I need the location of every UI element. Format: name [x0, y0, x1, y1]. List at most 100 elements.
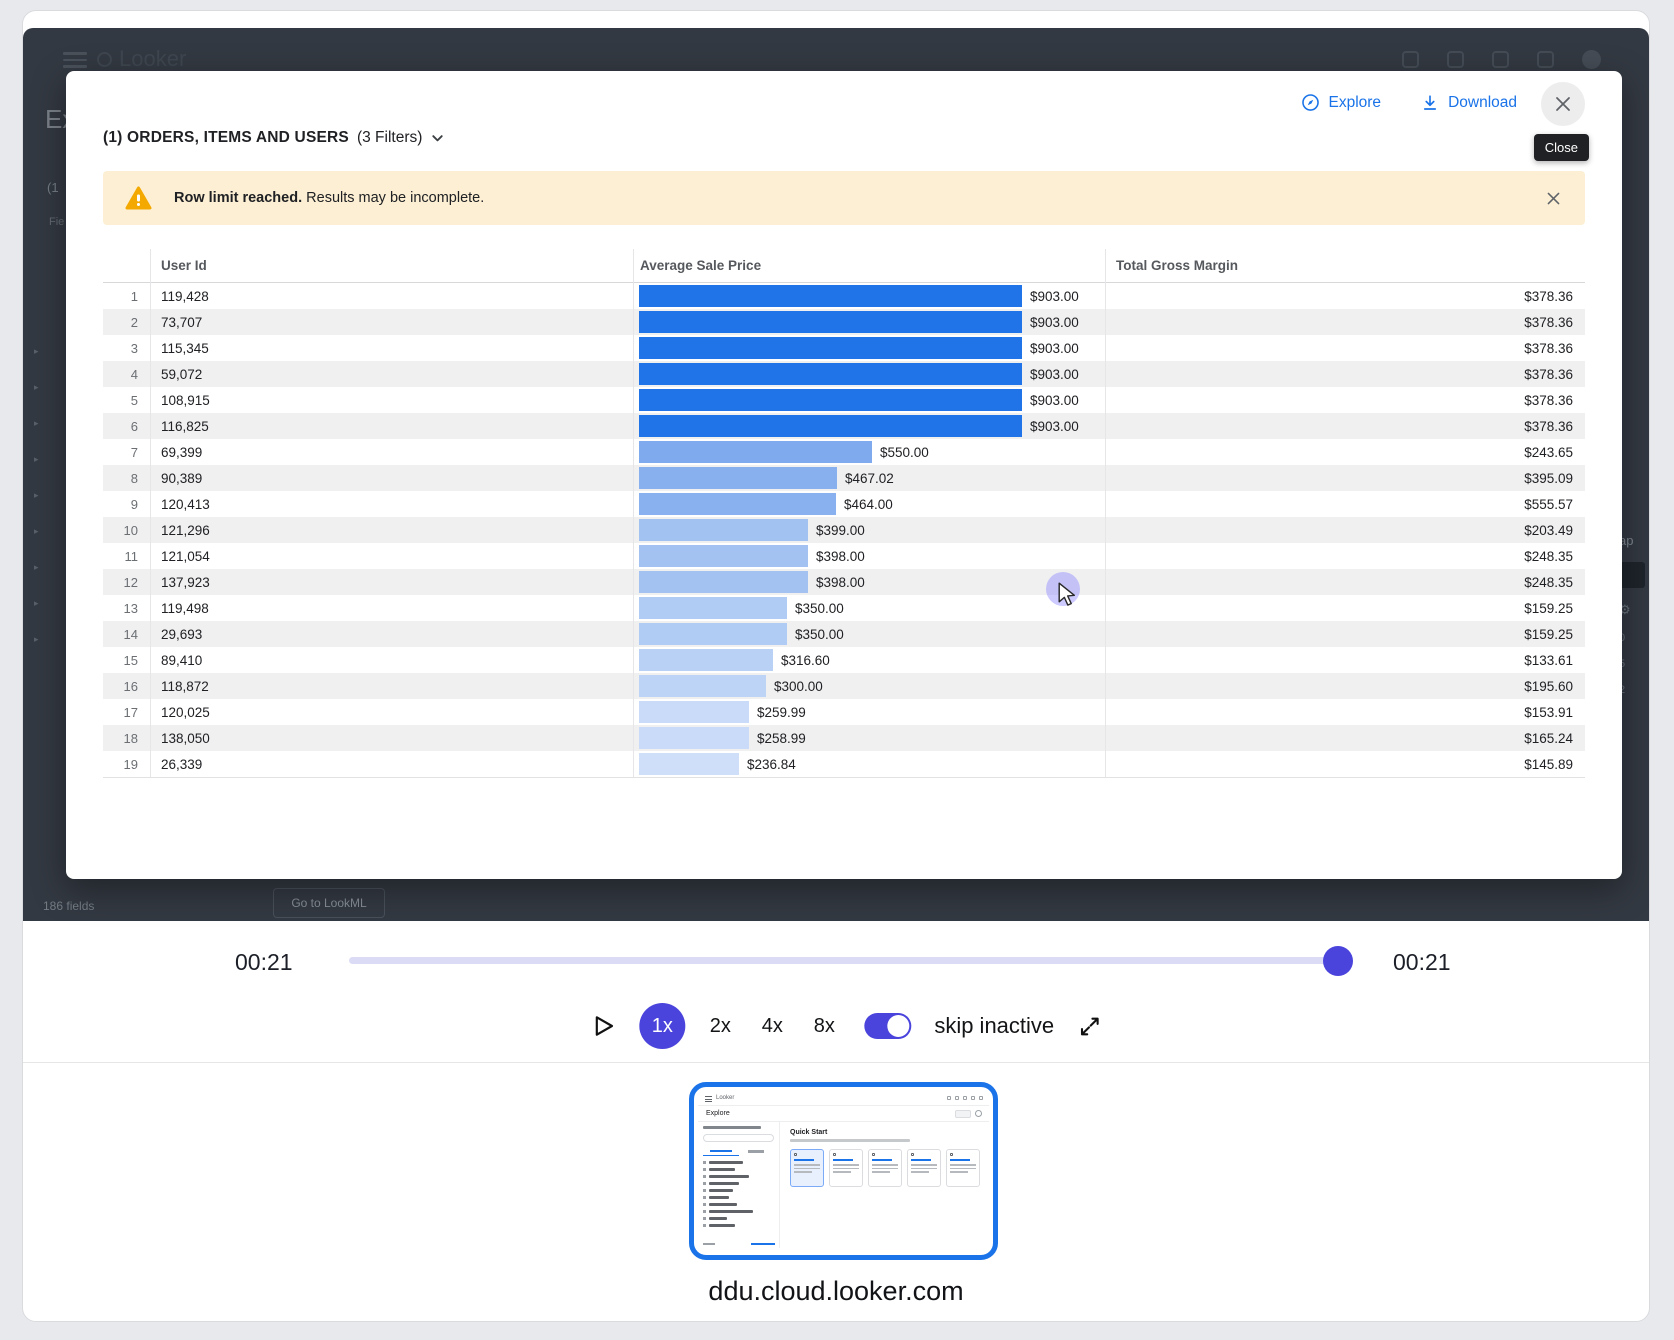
price-bar[interactable]: [639, 675, 766, 697]
speed-2x-button[interactable]: 2x: [709, 1014, 731, 1037]
price-value-label: $350.00: [795, 600, 844, 616]
user-id-cell: 29,693: [150, 621, 633, 647]
banner-message: Row limit reached. Results may be incomp…: [174, 190, 485, 206]
frame-thumbnail[interactable]: Looker Explore: [689, 1082, 998, 1260]
row-index: 7: [130, 444, 138, 460]
user-id-cell: 121,296: [150, 517, 633, 543]
price-bar[interactable]: [639, 571, 808, 593]
query-title-dropdown[interactable]: (1) ORDERS, ITEMS AND USERS (3 Filters): [103, 129, 445, 147]
avg-sale-price-cell: $350.00: [633, 595, 1105, 621]
price-bar[interactable]: [639, 467, 837, 489]
row-limit-banner: Row limit reached. Results may be incomp…: [103, 171, 1585, 225]
price-bar[interactable]: [639, 753, 739, 775]
user-id-cell: 59,072: [150, 361, 633, 387]
user-id-cell: 69,399: [150, 439, 633, 465]
table-row: 7 69,399 $550.00 $243.65: [103, 439, 1585, 465]
user-id-cell: 26,339: [150, 751, 633, 777]
avg-sale-price-cell: $464.00: [633, 491, 1105, 517]
price-bar[interactable]: [639, 285, 1022, 307]
price-value-label: $903.00: [1030, 314, 1079, 330]
price-bar[interactable]: [639, 389, 1022, 411]
table-row: 17 120,025 $259.99 $153.91: [103, 699, 1585, 725]
results-table: User Id Average Sale Price Total Gross M…: [103, 249, 1585, 778]
download-button[interactable]: Download: [1421, 94, 1517, 112]
gross-margin-cell: $248.35: [1105, 569, 1585, 595]
price-bar[interactable]: [639, 337, 1022, 359]
row-index: 19: [123, 756, 138, 772]
replay-viewport: Looker Ex (1 Fie ▸ ▸ ▸ ▸ ▸ ▸ ▸ ▸ ▸ ap: [23, 28, 1649, 921]
avg-sale-price-cell: $300.00: [633, 673, 1105, 699]
thumbnail-quick-start: Quick Start: [780, 1122, 989, 1248]
price-bar[interactable]: [639, 649, 773, 671]
price-bar[interactable]: [639, 363, 1022, 385]
gross-margin-cell: $248.35: [1105, 543, 1585, 569]
speed-8x-button[interactable]: 8x: [813, 1014, 835, 1037]
price-bar[interactable]: [639, 441, 872, 463]
user-id-cell: 138,050: [150, 725, 633, 751]
gross-margin-cell: $395.09: [1105, 465, 1585, 491]
quick-start-card: [907, 1148, 941, 1187]
fullscreen-button[interactable]: [1077, 1014, 1102, 1039]
price-value-label: $398.00: [816, 574, 865, 590]
avg-sale-price-cell: $259.99: [633, 699, 1105, 725]
background-icon: [1447, 51, 1464, 68]
price-value-label: $903.00: [1030, 418, 1079, 434]
price-bar[interactable]: [639, 701, 749, 723]
table-row: 11 121,054 $398.00 $248.35: [103, 543, 1585, 569]
row-index: 13: [123, 600, 138, 616]
modal-close-button[interactable]: [1541, 82, 1585, 126]
avg-sale-price-cell: $903.00: [633, 361, 1105, 387]
banner-dismiss-button[interactable]: [1541, 186, 1565, 210]
looker-logo: Looker: [716, 1095, 735, 1101]
price-value-label: $903.00: [1030, 366, 1079, 382]
background-app-footer: 186 fields Go to LookML: [23, 885, 1649, 921]
download-icon: [1423, 94, 1437, 110]
explore-button[interactable]: Explore: [1301, 93, 1381, 112]
timeline-handle[interactable]: [1323, 946, 1353, 976]
table-row: 1 119,428 $903.00 $378.36: [103, 283, 1585, 309]
warning-icon: [125, 186, 152, 210]
gross-margin-header[interactable]: Total Gross Margin: [1105, 249, 1585, 283]
speed-1x-button[interactable]: 1x: [639, 1003, 686, 1049]
player-divider: [23, 1062, 1649, 1063]
table-row: 5 108,915 $903.00 $378.36: [103, 387, 1585, 413]
user-id-header[interactable]: User Id: [150, 249, 633, 283]
price-bar[interactable]: [639, 623, 787, 645]
row-index: 1: [130, 288, 138, 304]
background-fields-fragment: Fie: [49, 216, 65, 228]
user-id-cell: 120,025: [150, 699, 633, 725]
skip-inactive-label: skip inactive: [934, 1013, 1055, 1038]
row-index: 12: [123, 574, 138, 590]
gear-icon: [975, 1110, 982, 1117]
gross-margin-cell: $378.36: [1105, 283, 1585, 309]
gross-margin-cell: $165.24: [1105, 725, 1585, 751]
play-button[interactable]: [590, 1013, 616, 1039]
current-time-label: 00:21: [235, 949, 293, 975]
user-id-cell: 121,054: [150, 543, 633, 569]
speed-4x-button[interactable]: 4x: [761, 1014, 783, 1037]
filters-count-label: (3 Filters): [356, 129, 423, 146]
price-bar[interactable]: [639, 545, 808, 567]
avg-sale-price-cell: $258.99: [633, 725, 1105, 751]
price-bar[interactable]: [639, 597, 787, 619]
table-row: 3 115,345 $903.00 $378.36: [103, 335, 1585, 361]
price-bar[interactable]: [639, 727, 749, 749]
avg-sale-price-cell: $236.84: [633, 751, 1105, 777]
price-value-label: $464.00: [844, 496, 893, 512]
background-right-panel-sliver: ap ⚙ 0 5 2: [1619, 533, 1645, 696]
user-id-cell: 115,345: [150, 335, 633, 361]
price-bar[interactable]: [639, 311, 1022, 333]
avg-sale-price-header[interactable]: Average Sale Price: [633, 249, 1105, 283]
price-value-label: $259.99: [757, 704, 806, 720]
table-row: 6 116,825 $903.00 $378.36: [103, 413, 1585, 439]
price-bar[interactable]: [639, 493, 836, 515]
skip-inactive-toggle[interactable]: [864, 1013, 912, 1039]
timeline-track[interactable]: [349, 957, 1338, 964]
menu-icon: [705, 1096, 712, 1104]
site-url-label: ddu.cloud.looker.com: [708, 1276, 964, 1306]
table-row: 16 118,872 $300.00 $195.60: [103, 673, 1585, 699]
row-index: 4: [130, 366, 138, 382]
price-bar[interactable]: [639, 415, 1022, 437]
price-bar[interactable]: [639, 519, 808, 541]
